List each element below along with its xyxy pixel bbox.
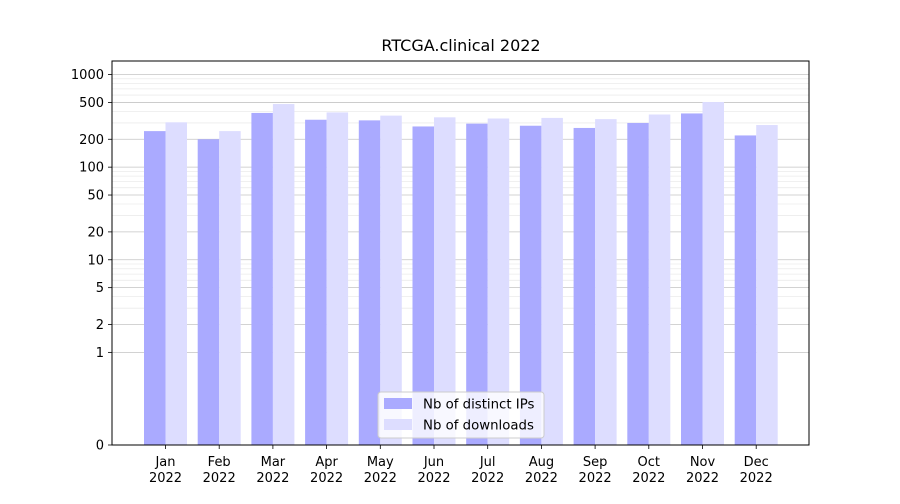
x-tick-label-year: 2022 — [310, 471, 343, 486]
bar-downloads-mar — [272, 104, 295, 445]
bar-downloads-jun — [434, 117, 456, 445]
legend-swatch-distinct-ips — [384, 398, 412, 409]
bar-downloads-aug — [541, 117, 563, 445]
bar-downloads-nov — [702, 102, 724, 446]
bar-distinct-ips-feb — [197, 139, 220, 445]
x-tick-label-year: 2022 — [149, 471, 182, 486]
x-tick-label-month: Oct — [638, 455, 660, 470]
x-tick-label-year: 2022 — [417, 471, 450, 486]
bar-distinct-ips-jul — [466, 123, 488, 445]
bar-distinct-ips-dec — [734, 135, 757, 445]
y-tick-label: 100 — [79, 161, 104, 176]
y-axis: 0 1 2 5 10 20 50 100 200 500 1000 — [71, 68, 112, 454]
x-tick-label-month: Jun — [423, 455, 444, 470]
x-tick-label-month: Apr — [315, 455, 338, 470]
bar-downloads-jan — [165, 122, 187, 445]
bar-downloads-jul — [487, 118, 510, 445]
x-tick-label-month: Feb — [208, 455, 231, 470]
x-tick-label-year: 2022 — [471, 471, 504, 486]
bar-distinct-ips-nov — [681, 113, 703, 446]
x-axis: Jan2022Feb2022Mar2022Apr2022May2022Jun20… — [149, 445, 773, 486]
x-tick-label-month: Nov — [690, 455, 716, 470]
y-tick-label: 200 — [79, 133, 104, 148]
bar-distinct-ips-oct — [627, 122, 649, 445]
bar-distinct-ips-apr — [305, 119, 327, 445]
bar-distinct-ips-jun — [412, 126, 434, 445]
x-tick-label-year: 2022 — [579, 471, 612, 486]
bar-distinct-ips-jan — [144, 131, 166, 446]
bar-downloads-sep — [595, 119, 617, 445]
legend: Nb of distinct IPs Nb of downloads — [377, 391, 545, 439]
legend-swatch-downloads — [384, 419, 412, 430]
bar-distinct-ips-sep — [573, 127, 596, 445]
x-tick-label-month: Mar — [261, 455, 286, 470]
x-tick-label-year: 2022 — [525, 471, 558, 486]
y-tick-label: 10 — [87, 253, 104, 268]
x-tick-label-month: Sep — [583, 455, 608, 470]
x-tick-label-year: 2022 — [740, 471, 773, 486]
bars — [144, 102, 778, 446]
x-tick-label-month: Dec — [744, 455, 769, 470]
legend-label-distinct-ips: Nb of distinct IPs — [423, 398, 535, 413]
y-tick-label: 1 — [96, 346, 104, 361]
bar-downloads-feb — [219, 131, 241, 446]
plot-area-frame — [111, 60, 810, 446]
bar-downloads-oct — [648, 114, 671, 446]
bar-distinct-ips-aug — [519, 125, 542, 445]
bar-downloads-dec — [756, 125, 778, 445]
x-tick-label-year: 2022 — [203, 471, 236, 486]
y-tick-label: 20 — [87, 225, 104, 240]
y-tick-label: 2 — [96, 318, 104, 333]
bar-downloads-apr — [326, 112, 349, 445]
x-tick-label-year: 2022 — [256, 471, 289, 486]
y-tick-label: 5 — [96, 281, 104, 296]
y-tick-label: 50 — [87, 189, 104, 204]
x-tick-label-year: 2022 — [686, 471, 719, 486]
legend-box — [377, 391, 545, 439]
x-tick-label-month: Jul — [479, 455, 496, 470]
bar-distinct-ips-may — [358, 120, 381, 445]
x-tick-label-year: 2022 — [364, 471, 397, 486]
y-tick-label: 0 — [96, 439, 104, 454]
x-tick-label-year: 2022 — [632, 471, 665, 486]
bar-downloads-may — [380, 115, 402, 445]
bar-distinct-ips-mar — [251, 112, 273, 445]
x-tick-label-month: May — [367, 455, 394, 470]
x-tick-label-month: Jan — [154, 455, 175, 470]
y-tick-label: 1000 — [71, 68, 104, 83]
y-tick-label: 500 — [79, 96, 104, 111]
legend-label-downloads: Nb of downloads — [423, 419, 534, 434]
x-tick-label-month: Aug — [529, 455, 554, 470]
chart-title: RTCGA.clinical 2022 — [381, 36, 540, 55]
